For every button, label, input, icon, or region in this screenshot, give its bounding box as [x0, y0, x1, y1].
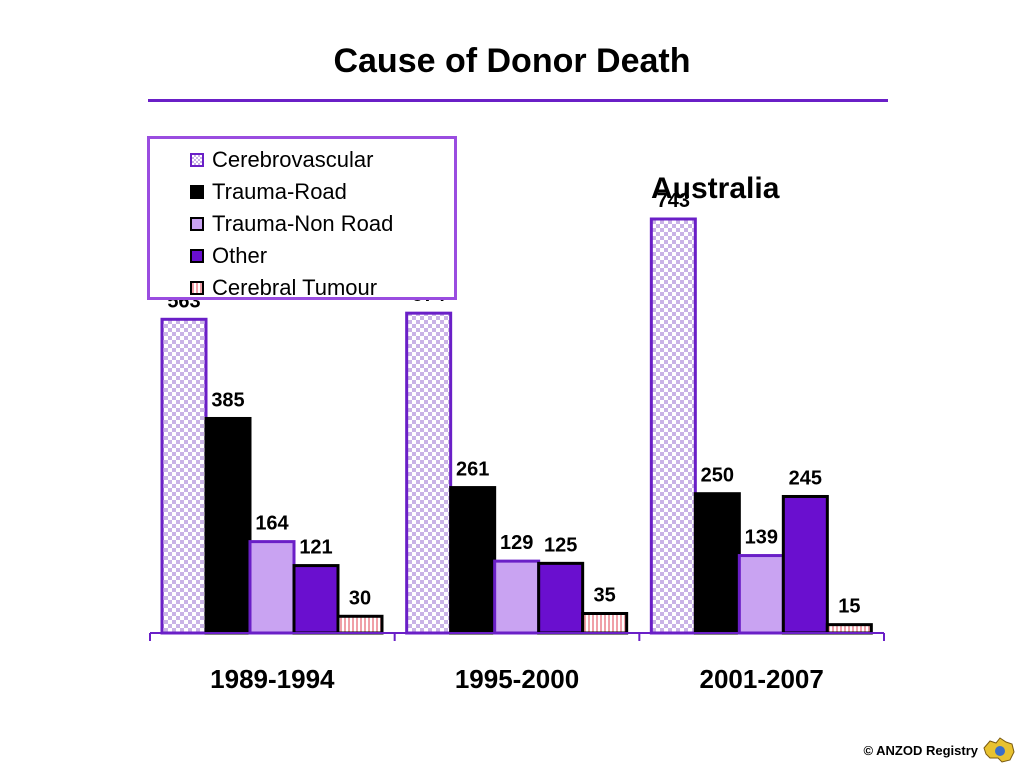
- legend-item-cerebral-tumour: Cerebral Tumour: [190, 272, 454, 304]
- bar-cerebrovascular-1989-1994: [160, 317, 208, 635]
- data-label-other-1995-2000: 125: [544, 534, 577, 556]
- data-label-trauma-road-2001-2007: 250: [701, 465, 734, 487]
- title-divider: [148, 99, 888, 102]
- legend-label-cerebrovascular: Cerebrovascular: [212, 147, 374, 172]
- legend-item-trauma-road: Trauma-Road: [190, 176, 454, 208]
- bar-cerebrovascular-2001-2007: [649, 217, 697, 635]
- anzod-logo-icon: [983, 737, 1015, 763]
- bar-cerebral-tumour-2001-2007: [825, 623, 873, 635]
- chart-subtitle: Australia: [651, 172, 780, 205]
- bar-trauma-road-1995-2000: [449, 486, 497, 635]
- legend-item-other: Other: [190, 240, 454, 272]
- bar-trauma-road-2001-2007: [693, 492, 741, 635]
- data-label-trauma-non-road-2001-2007: 139: [745, 527, 778, 549]
- bar-other-1995-2000: [537, 561, 585, 635]
- legend-label-trauma-road: Trauma-Road: [212, 179, 347, 204]
- bar-cerebral-tumour-1995-2000: [581, 611, 629, 635]
- x-axis: 1989-1994 1995-2000 2001-2007: [149, 632, 885, 694]
- legend-swatch-trauma-non-road: [190, 217, 204, 231]
- bar-cerebrovascular-1995-2000: [405, 311, 453, 635]
- bar-cerebral-tumour-1989-1994: [336, 614, 384, 635]
- legend-label-cerebral-tumour: Cerebral Tumour: [212, 275, 378, 300]
- data-label-trauma-road-1989-1994: 385: [211, 389, 244, 411]
- data-label-other-1989-1994: 121: [299, 537, 332, 559]
- legend-swatch-trauma-road: [190, 185, 204, 199]
- bar-trauma-road-1989-1994: [204, 416, 252, 635]
- legend-swatch-cerebrovascular: [190, 153, 204, 167]
- data-label-cerebral-tumour-2001-2007: 15: [838, 596, 860, 618]
- data-label-cerebrovascular-2001-2007: 743: [657, 190, 690, 212]
- bar-trauma-non-road-1989-1994: [248, 540, 296, 635]
- bar-other-1989-1994: [292, 564, 340, 635]
- bar-trauma-non-road-1995-2000: [493, 559, 541, 635]
- x-tick-label-2001-2007: 2001-2007: [699, 664, 823, 694]
- legend-label-trauma-non-road: Trauma-Non Road: [212, 211, 394, 236]
- legend-swatch-other: [190, 249, 204, 263]
- data-label-trauma-road-1995-2000: 261: [456, 459, 489, 481]
- legend: Cerebrovascular Trauma-Road Trauma-Non Roa…: [147, 136, 457, 300]
- bar-other-2001-2007: [781, 494, 829, 635]
- data-label-other-2001-2007: 245: [789, 467, 822, 489]
- labels-layer: 5633851641213057426112912535743250139245…: [167, 190, 860, 618]
- data-label-trauma-non-road-1995-2000: 129: [500, 532, 533, 554]
- x-tick-label-1995-2000: 1995-2000: [455, 664, 579, 694]
- bars-layer: [160, 217, 873, 635]
- bar-trauma-non-road-2001-2007: [737, 554, 785, 635]
- copyright-footer: © ANZOD Registry: [863, 743, 978, 758]
- legend-label-other: Other: [212, 243, 268, 268]
- legend-item-cerebrovascular: Cerebrovascular: [190, 144, 454, 176]
- legend-swatch-cerebral-tumour: [190, 281, 204, 295]
- data-label-cerebral-tumour-1995-2000: 35: [594, 584, 616, 606]
- data-label-cerebral-tumour-1989-1994: 30: [349, 587, 371, 609]
- legend-item-trauma-non-road: Trauma-Non Road: [190, 208, 454, 240]
- chart-title: Cause of Donor Death: [333, 42, 691, 80]
- x-tick-label-1989-1994: 1989-1994: [210, 664, 335, 694]
- data-label-trauma-non-road-1989-1994: 164: [255, 513, 289, 535]
